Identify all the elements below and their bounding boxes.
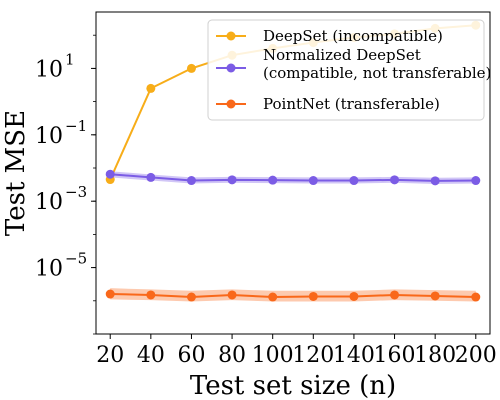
pointnet-transferable-point: [349, 291, 359, 301]
normalized-deepset-point: [390, 175, 400, 185]
normalized-deepset-point: [186, 176, 196, 186]
normalized-deepset-point: [430, 176, 440, 186]
x-tick-label: 40: [137, 343, 165, 368]
pointnet-transferable-point: [227, 290, 237, 300]
pointnet-transferable-legend-marker: [226, 99, 236, 109]
legend-box: [207, 19, 485, 121]
x-tick-label: 200: [455, 343, 497, 368]
x-tick-label: 160: [374, 343, 416, 368]
pointnet-transferable-point: [146, 290, 156, 300]
y-tick-label: 10: [35, 57, 63, 82]
y-axis-label: Test MSE: [1, 110, 31, 236]
plot-frame: [95, 11, 491, 335]
deepset-incompatible-legend-marker: [226, 31, 236, 41]
legend: DeepSet (incompatible)Normalized DeepSet…: [207, 19, 491, 121]
normalized-deepset-legend-marker: [226, 63, 236, 73]
x-tick-label: 140: [333, 343, 375, 368]
pointnet-transferable-point: [105, 289, 115, 299]
x-tick-label: 180: [414, 343, 456, 368]
deepset-incompatible-legend-label: DeepSet (incompatible): [263, 27, 443, 45]
deepset-incompatible-point: [186, 63, 196, 73]
pointnet-transferable-point: [430, 291, 440, 301]
pointnet-transferable-point: [186, 292, 196, 302]
normalized-deepset-point: [308, 176, 318, 186]
y-tick-label: 10: [35, 124, 63, 149]
x-tick-label: 20: [96, 343, 124, 368]
x-tick-label: 60: [177, 343, 205, 368]
normalized-deepset-point: [471, 176, 481, 186]
y-tick-exponent: −1: [65, 117, 87, 135]
pointnet-transferable-line: [110, 293, 476, 299]
normalized-deepset-legend-label: Normalized DeepSet (compatible, not trans…: [263, 46, 491, 82]
y-tick-label: 10: [35, 190, 63, 215]
y-tick-exponent: −3: [65, 183, 87, 201]
normalized-deepset-point: [227, 175, 237, 185]
x-axis-label: Test set size (n): [190, 371, 396, 400]
pointnet-transferable-point: [268, 292, 278, 302]
normalized-deepset-line: [110, 173, 476, 182]
normalized-deepset-point: [105, 169, 115, 179]
confidence-bands: [110, 171, 476, 302]
y-tick-exponent: −5: [65, 250, 87, 268]
pointnet-transferable-point: [390, 290, 400, 300]
y-tick-label: 10: [35, 257, 63, 282]
y-tick-exponent: 1: [65, 50, 75, 68]
x-tick-label: 120: [292, 343, 334, 368]
x-tick-label: 100: [252, 343, 294, 368]
pointnet-transferable-band: [110, 288, 476, 302]
normalized-deepset-point: [268, 175, 278, 185]
x-tick-label: 80: [218, 343, 246, 368]
pointnet-transferable-legend-label: PointNet (transferable): [263, 95, 440, 113]
normalized-deepset-point: [146, 172, 156, 182]
pointnet-transferable-point: [308, 291, 318, 301]
normalized-deepset-point: [349, 176, 359, 186]
pointnet-transferable-point: [471, 292, 481, 302]
deepset-incompatible-point: [146, 83, 156, 93]
